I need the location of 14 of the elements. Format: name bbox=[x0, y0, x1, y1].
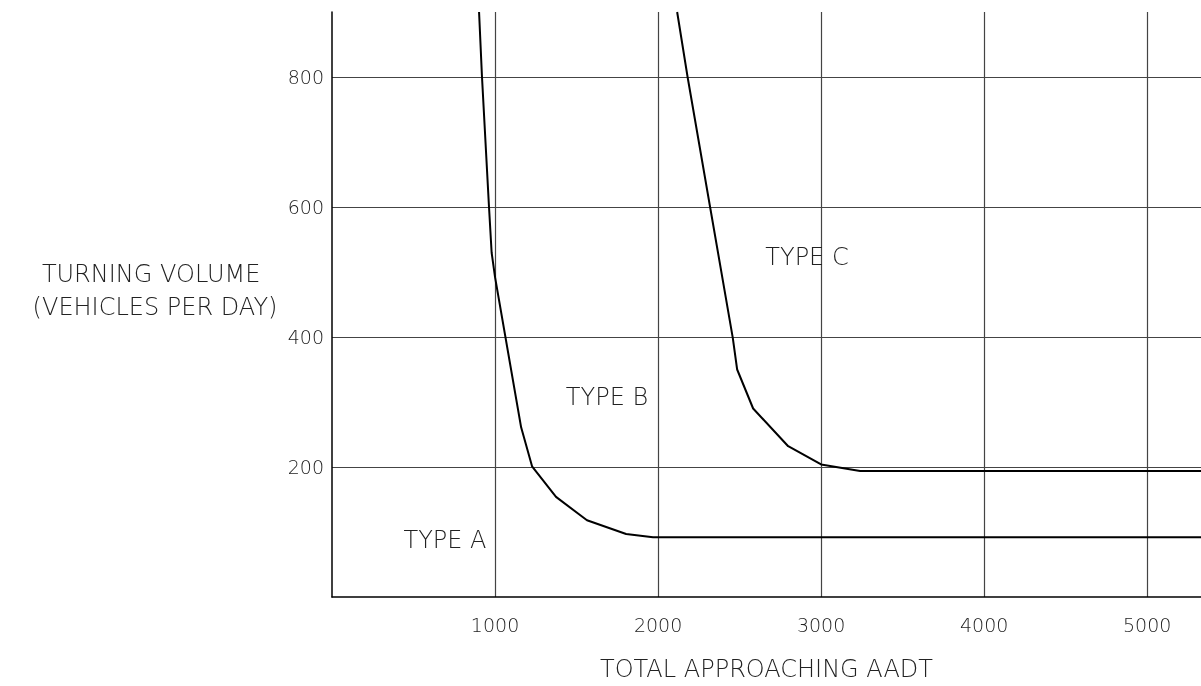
x-tick-label: 5000 bbox=[1123, 613, 1172, 636]
line-series bbox=[676, 11, 1201, 472]
x-tick-label: 2000 bbox=[633, 613, 683, 636]
x-axis-title: TOTAL APPROACHING AADT bbox=[600, 655, 934, 683]
annotation: TYPE B bbox=[565, 383, 649, 411]
x-tick-label: 3000 bbox=[796, 613, 846, 636]
x-tick-label: 1000 bbox=[470, 613, 520, 636]
annotation: TYPE A bbox=[403, 526, 487, 554]
y-tick-label: 600 bbox=[287, 196, 324, 218]
y-axis-title: TURNING VOLUME (VEHICLES PER DAY) bbox=[32, 259, 278, 321]
y-tick-label: 200 bbox=[287, 456, 324, 478]
y-tick-label: 400 bbox=[287, 326, 324, 348]
y-tick-label: 800 bbox=[287, 66, 324, 88]
x-tick-label: 4000 bbox=[959, 613, 1009, 636]
